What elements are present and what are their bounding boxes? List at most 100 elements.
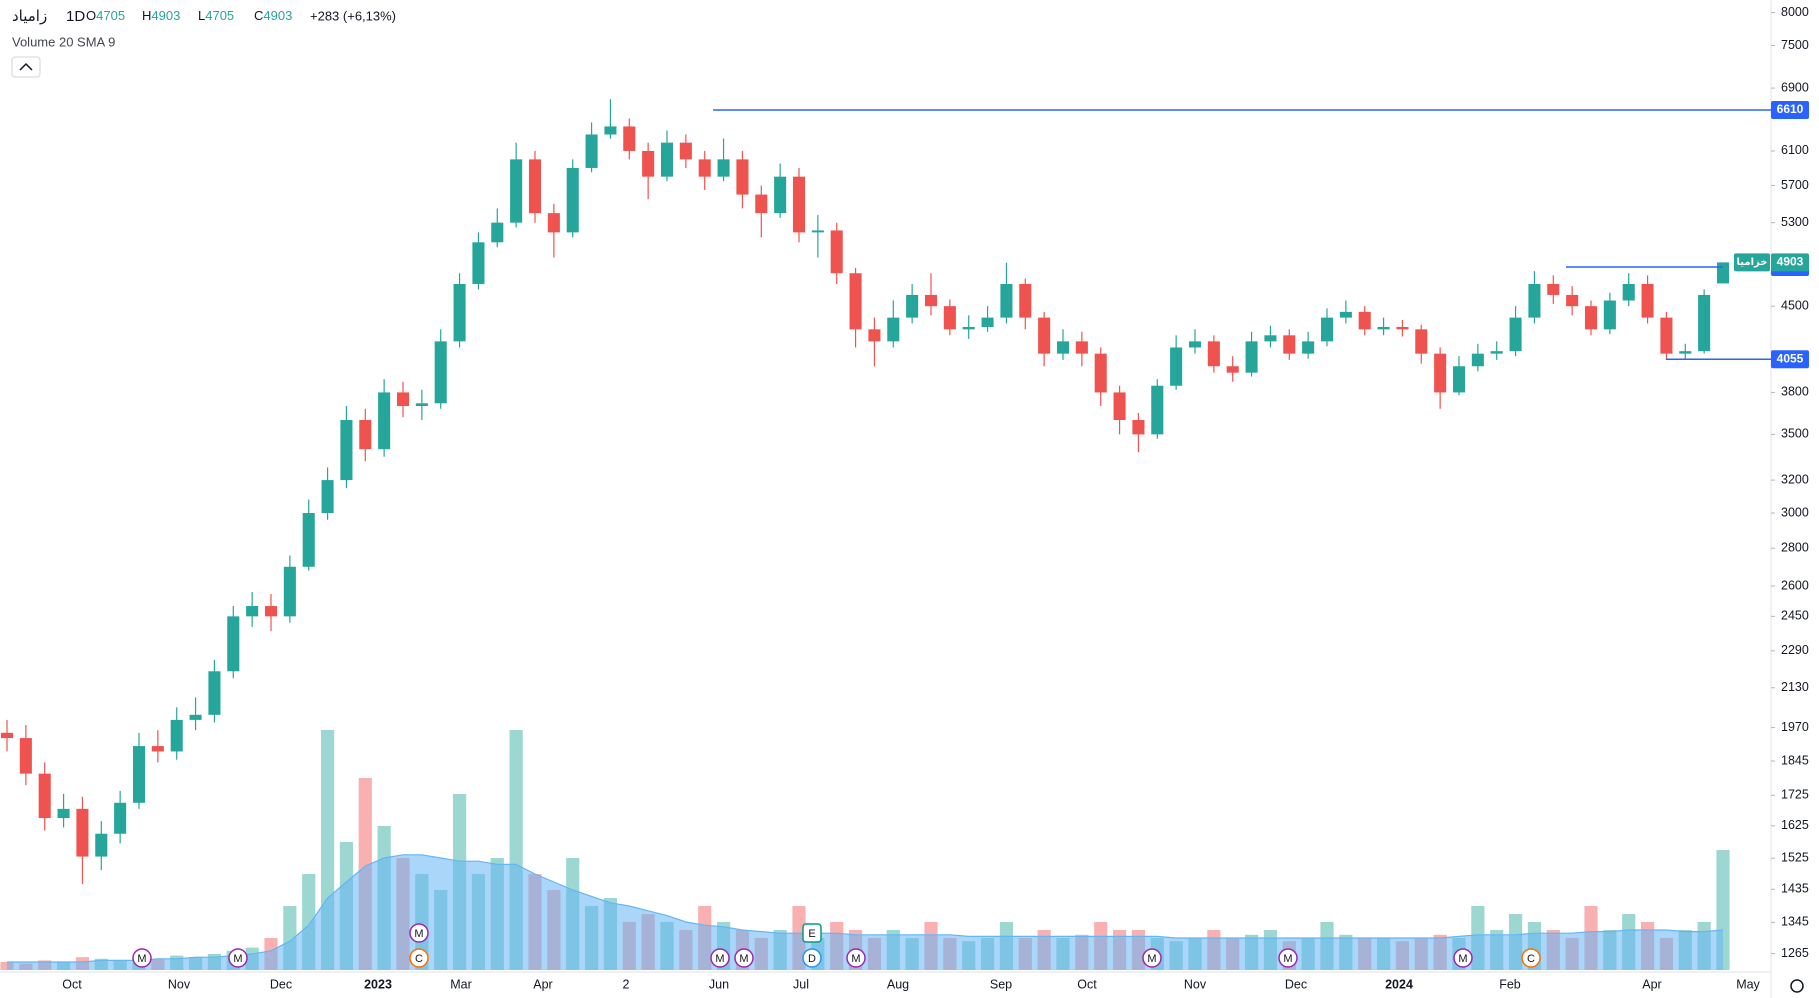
level-tag-text: 4055 [1777, 351, 1804, 365]
event-label: M [1458, 953, 1467, 965]
event-marker [132, 948, 152, 968]
change: +283 (+6,13%) [310, 8, 396, 23]
candle-body [472, 242, 485, 284]
y-tick-label: 2130 [1781, 680, 1809, 694]
candle-body [1132, 420, 1145, 435]
y-tick-label: 1845 [1781, 753, 1809, 767]
candle-body [1339, 311, 1352, 318]
y-tick-label: 4500 [1781, 298, 1809, 312]
event-label: M [1283, 953, 1292, 965]
collapse-icon [19, 62, 33, 71]
candle-body [378, 392, 391, 450]
candle-body [1471, 353, 1484, 367]
candle-body [189, 714, 202, 720]
candle-body [1264, 335, 1277, 342]
y-tick-label: 1725 [1781, 788, 1809, 802]
candle-body [981, 317, 994, 327]
collapse-button[interactable] [11, 56, 41, 78]
candle-body [415, 403, 428, 407]
candle-body [830, 230, 843, 274]
y-tick-label: 1625 [1781, 818, 1809, 832]
candle-body [849, 273, 862, 330]
gear [1790, 979, 1804, 993]
ohlc-value: 4903 [151, 8, 180, 23]
candle-body [679, 142, 692, 160]
ohlc-label: O [86, 8, 96, 23]
candle-body [698, 159, 711, 177]
candle-body [19, 738, 32, 774]
candle-body [321, 480, 334, 514]
y-tick-label: 3500 [1781, 427, 1809, 441]
event-marker [1453, 948, 1473, 968]
candle-body [1641, 283, 1654, 318]
candle-body [642, 150, 655, 177]
candle-body [1396, 326, 1409, 330]
candle-body [755, 194, 768, 214]
candle-body [1622, 283, 1635, 301]
event-marker [1142, 948, 1162, 968]
candle-body [1584, 306, 1598, 330]
event-marker [1521, 948, 1541, 968]
candle-body [1490, 351, 1503, 354]
event-label: M [137, 953, 146, 965]
candle-body [264, 606, 278, 617]
event-label: C [415, 953, 423, 965]
candle-body [943, 306, 956, 330]
volume-sma-area [7, 854, 1723, 970]
y-tick-label: 1525 [1781, 851, 1809, 865]
event-label: C [1527, 953, 1535, 965]
event-label: M [414, 928, 423, 940]
y-tick-label: 3800 [1781, 385, 1809, 399]
candle-body [1207, 341, 1220, 367]
candle-body [246, 606, 259, 617]
candle-body [1151, 385, 1164, 435]
candle-body [792, 176, 806, 233]
x-tick-label: Nov [1184, 977, 1207, 991]
candle-body [302, 513, 315, 567]
candle-body [76, 808, 89, 857]
y-tick-label: 1970 [1781, 720, 1809, 734]
event-marker [228, 948, 248, 968]
candle-body [1056, 341, 1070, 354]
candle-body [774, 176, 787, 214]
event-marker [409, 923, 429, 943]
candle-body [906, 294, 919, 318]
candle-body [1226, 366, 1239, 373]
x-tick-label: May [1736, 977, 1760, 991]
candle-body [1566, 294, 1579, 307]
interval: 1D [66, 8, 85, 25]
x-tick-label: Dec [1285, 977, 1307, 991]
ohlc-value: 4705 [205, 8, 234, 23]
x-tick-label: Dec [270, 977, 292, 991]
candle-body [57, 808, 70, 819]
y-tick-label: 8000 [1781, 5, 1809, 19]
event-label: M [739, 953, 748, 965]
event-marker [802, 923, 822, 943]
event-marker [846, 948, 866, 968]
x-tick-label: Jul [793, 977, 809, 991]
ohlc-value: 4903 [263, 8, 292, 23]
candle-body [868, 329, 881, 342]
candle-body [453, 283, 466, 342]
ohlc-item: O4705 [86, 8, 125, 23]
y-tick-label: 2600 [1781, 578, 1809, 592]
candle-body [1170, 347, 1183, 386]
x-tick-label: 2024 [1385, 977, 1413, 991]
candle-body [1283, 335, 1296, 354]
candle-body [1000, 283, 1013, 318]
y-tick-label: 1345 [1781, 915, 1809, 929]
x-tick-label: Nov [168, 977, 191, 991]
legend: زامیاد 1D Volume 20 SMA 9 O4705 H4903 L470… [11, 8, 396, 78]
candle-body [510, 159, 523, 223]
x-tick-label: 2023 [364, 977, 392, 991]
x-tick-label: Feb [1499, 977, 1521, 991]
event-marker [802, 948, 822, 968]
settings-icon[interactable] [1790, 979, 1804, 993]
candle-body [1452, 366, 1466, 393]
candle-body [585, 134, 598, 168]
event-marker [710, 948, 730, 968]
event-label: M [715, 953, 724, 965]
x-tick-label: Oct [1077, 977, 1097, 991]
candle-body [547, 213, 560, 233]
